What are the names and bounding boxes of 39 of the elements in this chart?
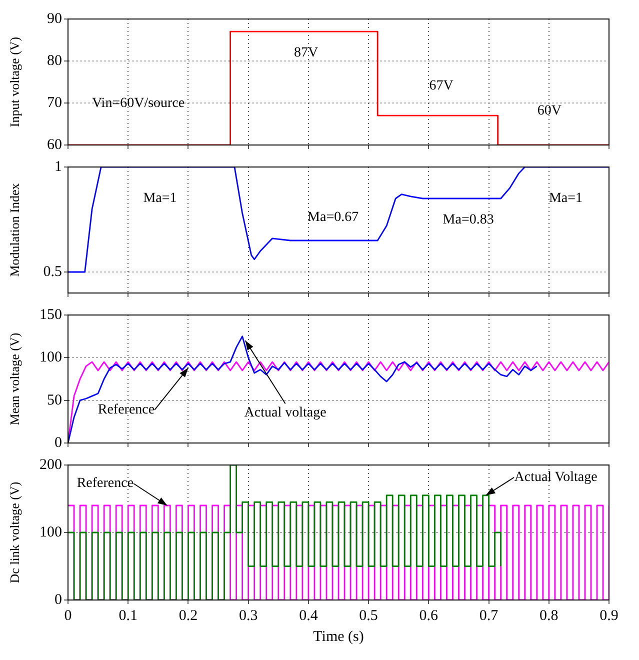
annotation: Actual Voltage bbox=[514, 470, 598, 486]
x-tick-label: 0.8 bbox=[540, 608, 558, 624]
annotation: 60V bbox=[537, 104, 562, 119]
annotation: Ma=1 bbox=[143, 191, 177, 206]
y-axis-title: Input voltage (V) bbox=[7, 36, 22, 128]
y-axis-title: Dc link voltage (V) bbox=[7, 482, 22, 584]
y-tick-label: 60 bbox=[47, 136, 62, 153]
annotation: 67V bbox=[429, 78, 454, 94]
y-tick-label: 0.5 bbox=[43, 264, 62, 280]
y-axis-title: Modulation Index bbox=[7, 182, 22, 277]
y-tick-label: 0 bbox=[54, 434, 62, 451]
y-tick-label: 100 bbox=[40, 350, 62, 366]
x-tick-label: 0.4 bbox=[299, 608, 318, 624]
y-tick-label: 80 bbox=[47, 52, 62, 69]
x-tick-label: 0.2 bbox=[178, 608, 198, 624]
annotation: Actual voltage bbox=[244, 405, 326, 420]
x-axis-title: Time (s) bbox=[313, 628, 364, 645]
annotation: 87V bbox=[294, 46, 318, 61]
x-tick-label: 0.9 bbox=[600, 608, 618, 624]
y-tick-label: 90 bbox=[47, 10, 62, 27]
x-tick-label: 0.5 bbox=[359, 608, 378, 624]
x-tick-label: 0.1 bbox=[118, 608, 138, 624]
y-axis-title: Mean voltage (V) bbox=[7, 332, 22, 426]
x-tick-label: 0.7 bbox=[479, 608, 499, 624]
annotation: Reference bbox=[76, 476, 134, 492]
y-tick-label: 70 bbox=[47, 94, 62, 111]
annotation: Reference bbox=[98, 402, 155, 418]
annotation: Ma=0.67 bbox=[308, 210, 359, 226]
y-tick-label: 0 bbox=[54, 592, 62, 608]
y-tick-label: 200 bbox=[40, 456, 62, 473]
annotation: Vin=60V/source bbox=[92, 96, 185, 112]
annotation: Ma=1 bbox=[548, 191, 582, 206]
x-tick-label: 0.6 bbox=[419, 608, 439, 624]
y-tick-label: 150 bbox=[40, 306, 62, 323]
x-tick-label: 0.3 bbox=[238, 608, 258, 624]
y-tick-label: 100 bbox=[40, 524, 62, 540]
y-tick-label: 1 bbox=[54, 158, 62, 175]
annotation: Ma=0.83 bbox=[442, 212, 494, 228]
y-tick-label: 50 bbox=[47, 392, 62, 408]
